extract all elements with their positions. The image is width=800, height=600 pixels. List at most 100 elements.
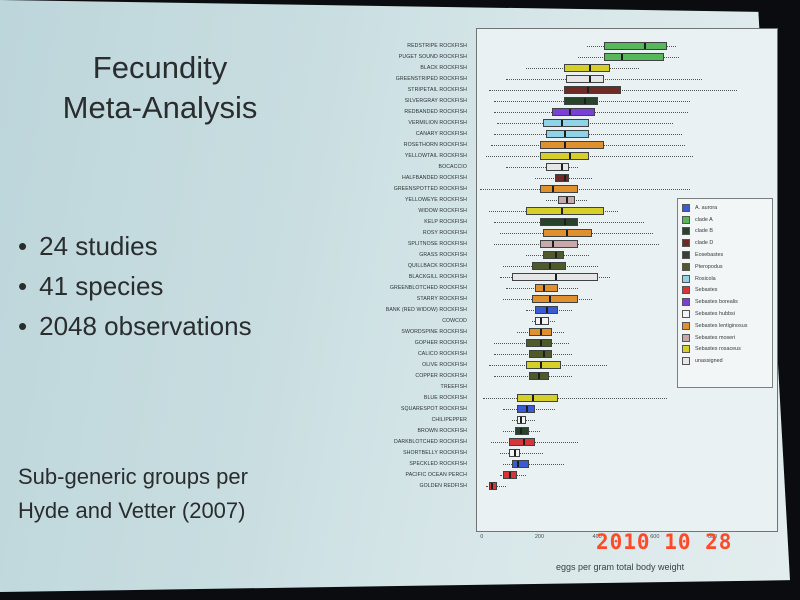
whisker [485, 156, 694, 157]
species-label: BOCACCIO [438, 164, 467, 170]
legend-label: Sebastes rosaceus [695, 346, 741, 353]
legend-swatch [682, 274, 690, 283]
species-label: GRASS ROCKFISH [419, 252, 467, 258]
median-line [560, 120, 563, 126]
species-label: WIDOW ROCKFISH [418, 208, 467, 214]
legend-swatch [682, 298, 690, 307]
iqr-box [566, 75, 604, 83]
legend-swatch [682, 251, 690, 260]
slide-footnote: Sub-generic groups per Hyde and Vetter (… [18, 460, 328, 528]
species-label: SPLITNOSE ROCKFISH [407, 241, 467, 247]
iqr-box [508, 438, 535, 446]
boxplot-row: BROWN ROCKFISH [417, 426, 777, 437]
median-line [549, 296, 552, 302]
boxplot-row: DARKBLOTCHED ROCKFISH [394, 437, 777, 448]
median-line [537, 373, 540, 379]
median-line [543, 285, 546, 291]
iqr-box [557, 196, 576, 204]
median-line [520, 428, 523, 434]
legend-item: Sebastes hubbsi [682, 308, 768, 320]
x-tick-label: 200 [534, 534, 545, 540]
median-line [551, 186, 554, 192]
species-label: YELLOWEYE ROCKFISH [404, 197, 467, 203]
slide-title-line2: Meta-Analysis [62, 90, 258, 125]
iqr-box [540, 218, 578, 226]
slide-title: Fecundity Meta-Analysis [30, 48, 290, 128]
median-line [560, 208, 563, 214]
boxplot-row: WIDOW ROCKFISH [418, 206, 777, 217]
iqr-box [543, 251, 564, 259]
boxplot-row: YELLOWTAIL ROCKFISH [405, 151, 777, 162]
legend-item: Sebastes moseri [682, 332, 768, 344]
species-label: PACIFIC OCEAN PERCH [405, 472, 467, 478]
median-line [491, 483, 494, 489]
median-line [517, 461, 520, 467]
iqr-box [603, 42, 668, 50]
median-line [589, 65, 592, 71]
median-line [508, 472, 511, 478]
median-line [644, 43, 647, 49]
iqr-box [540, 152, 590, 160]
median-line [569, 153, 572, 159]
whisker [491, 442, 578, 443]
boxplot-row: QUILLBACK ROCKFISH [408, 261, 777, 272]
legend-swatch [682, 227, 690, 236]
boxplot-row: TREEFISH [441, 382, 777, 393]
legend-swatch [682, 203, 690, 212]
boxplot-row: BLUE ROCKFISH [424, 393, 777, 404]
median-line [523, 439, 526, 445]
iqr-box [603, 53, 665, 61]
iqr-box [540, 185, 578, 193]
photo-date-stamp: 2010 10 28 [596, 530, 733, 554]
iqr-box [528, 350, 552, 358]
median-line [540, 340, 543, 346]
x-tick-label: 0 [480, 534, 484, 540]
legend-swatch [682, 321, 690, 330]
species-label: PUGET SOUND ROCKFISH [398, 54, 467, 60]
species-label: REDSTRIPE ROCKFISH [407, 43, 467, 49]
iqr-box [543, 119, 590, 127]
legend-item: Pteropodus [682, 261, 768, 273]
boxplot-row: KELP ROCKFISH [424, 217, 777, 228]
species-label: GOPHER ROCKFISH [414, 340, 467, 346]
legend-item: Sebastes borealis [682, 296, 768, 308]
species-label: KELP ROCKFISH [424, 219, 467, 225]
species-label: DARKBLOTCHED ROCKFISH [393, 439, 467, 445]
species-label: SWORDSPINE ROCKFISH [401, 329, 467, 335]
median-line [540, 318, 543, 324]
iqr-box [563, 64, 610, 72]
boxplot-row: HALFBANDED ROCKFISH [402, 173, 777, 184]
median-line [621, 54, 624, 60]
footnote-line2: Hyde and Vetter (2007) [18, 498, 246, 523]
boxplot-row: SWORDSPINE ROCKFISH [401, 327, 777, 338]
boxplot-row: BLACKGILL ROCKFISH [409, 272, 777, 283]
x-axis: 0 200 400 600 800 [476, 530, 776, 544]
species-label: GREENBLOTCHED ROCKFISH [389, 285, 467, 291]
iqr-box [534, 317, 550, 325]
iqr-box [517, 394, 558, 402]
boxplot-row: REDSTRIPE ROCKFISH [407, 41, 777, 52]
boxplot-row: VERMILION ROCKFISH [408, 118, 777, 129]
median-line [566, 230, 569, 236]
species-label: GREENSTRIPED ROCKFISH [395, 76, 467, 82]
iqr-box [531, 262, 567, 270]
iqr-box [528, 328, 552, 336]
legend-label: clade A [695, 216, 713, 223]
legend-label: Pteropodus [695, 263, 723, 270]
legend-swatch [682, 333, 690, 342]
species-label: SPECKLED ROCKFISH [409, 461, 467, 467]
iqr-box [540, 141, 604, 149]
median-line [563, 219, 566, 225]
iqr-box [511, 273, 599, 281]
species-label: COWCOD [442, 318, 467, 324]
legend-swatch [682, 357, 690, 366]
species-label: VERMILION ROCKFISH [408, 120, 467, 126]
median-line [566, 197, 569, 203]
boxplot-row: GREENBLOTCHED ROCKFISH [390, 283, 777, 294]
iqr-box [526, 339, 552, 347]
boxplot-row: SHORTBELLY ROCKFISH [403, 448, 777, 459]
species-label: SQUARESPOT ROCKFISH [400, 406, 467, 412]
boxplot-row: PUGET SOUND ROCKFISH [399, 52, 777, 63]
bullet-item: 41 species [18, 266, 252, 306]
median-line [563, 175, 566, 181]
